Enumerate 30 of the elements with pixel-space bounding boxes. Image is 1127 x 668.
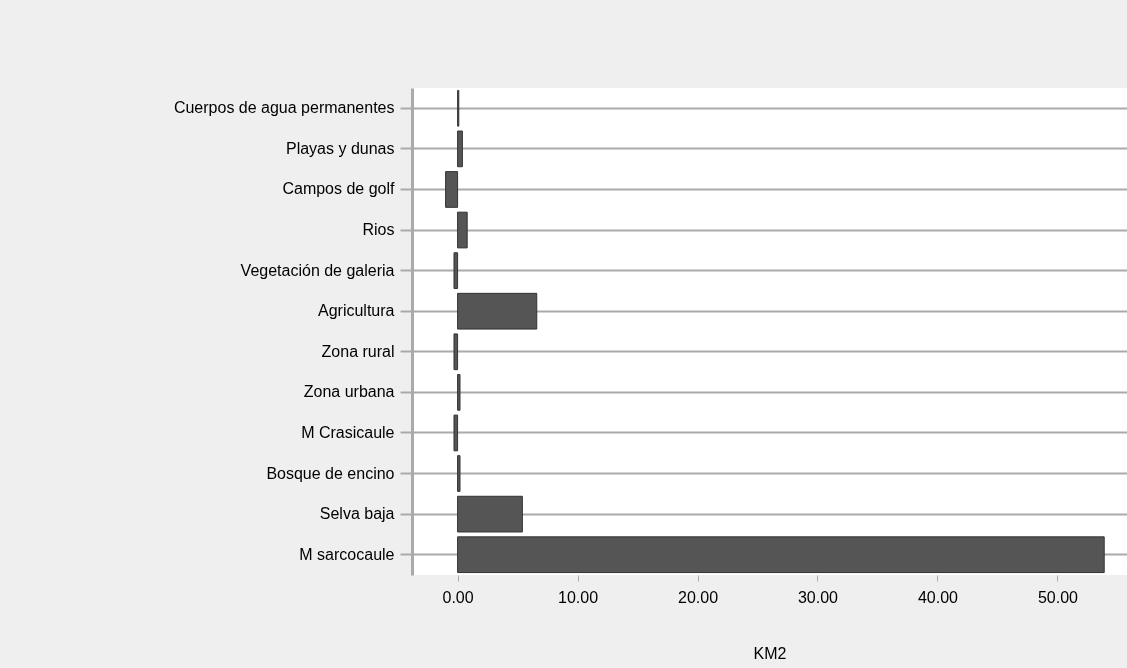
bar: [453, 252, 459, 289]
x-tick-label: 0.00: [442, 588, 474, 606]
bar: [457, 536, 1105, 574]
bar: [453, 333, 459, 371]
y-tick-label: Zona rural: [321, 342, 395, 360]
x-tick-label: 50.00: [1037, 588, 1079, 606]
bar: [457, 292, 538, 330]
x-tick-label: 10.00: [558, 588, 599, 606]
y-tick-label: Rios: [362, 221, 395, 239]
y-tick-label: Playas y dunas: [285, 139, 395, 157]
x-axis-title: KM2: [753, 644, 787, 662]
x-tick-label: 30.00: [797, 588, 839, 606]
x-tick-label: 20.00: [678, 588, 719, 606]
y-tick-label: M Crasicaule: [301, 423, 395, 441]
y-tick-label: Bosque de encino: [266, 464, 395, 482]
y-tick-label: M sarcocaule: [299, 545, 395, 563]
y-tick-label: Selva baja: [319, 505, 395, 523]
bar: [457, 495, 523, 533]
bar: [445, 171, 459, 208]
y-tick-label: Vegetación de galeria: [240, 261, 395, 279]
y-tick-label: Agricultura: [318, 302, 395, 320]
bar: [457, 374, 461, 411]
x-tick-label: 40.00: [917, 588, 959, 606]
y-tick-label: Cuerpos de agua permanentes: [173, 99, 395, 117]
bar: [453, 414, 459, 452]
y-tick-label: Campos de golf: [282, 180, 396, 198]
y-tick-label: Zona urbana: [303, 383, 395, 401]
bar: [457, 455, 461, 492]
bar: [457, 130, 463, 168]
bar: [457, 211, 468, 249]
